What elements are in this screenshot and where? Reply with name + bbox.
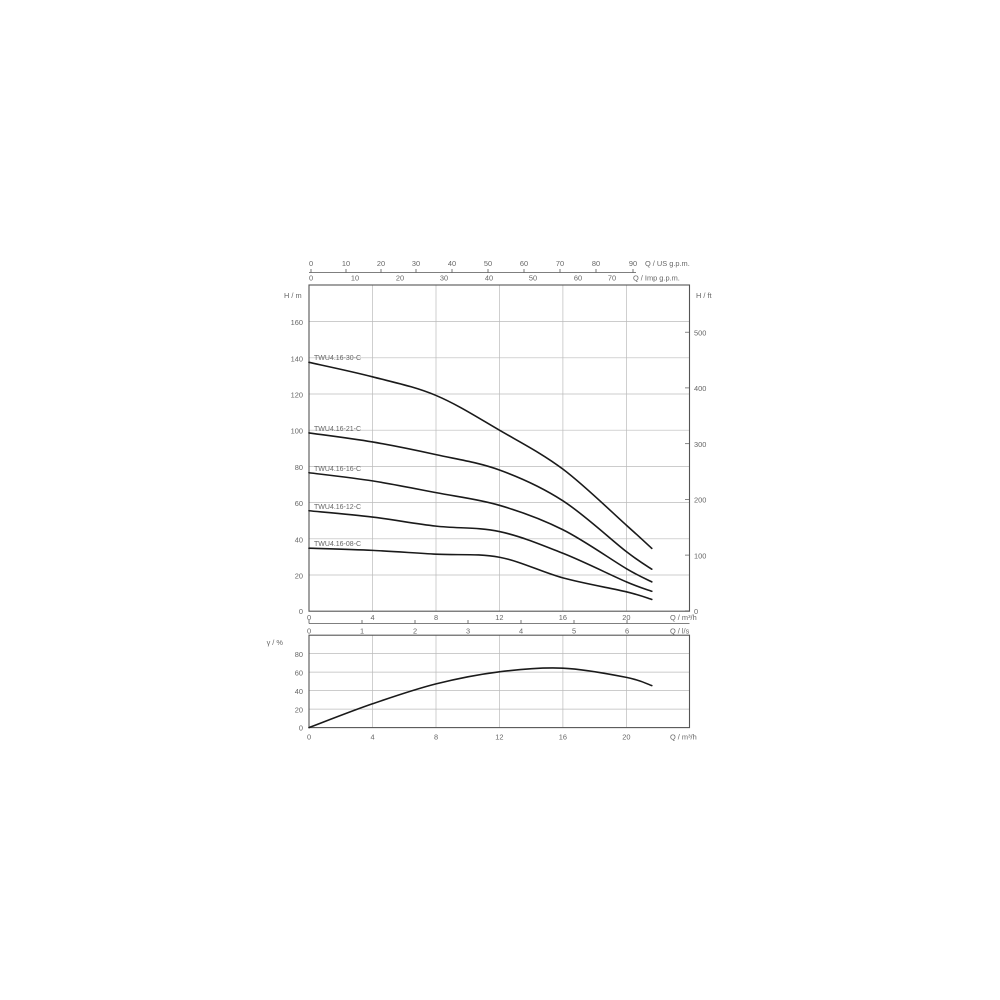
svg-text:0: 0: [299, 724, 303, 733]
svg-text:200: 200: [694, 496, 706, 505]
svg-text:50: 50: [484, 259, 492, 268]
svg-text:70: 70: [556, 259, 564, 268]
svg-text:2: 2: [413, 627, 417, 636]
svg-text:Q / Imp g.p.m.: Q / Imp g.p.m.: [633, 274, 680, 283]
svg-text:20: 20: [622, 613, 630, 622]
svg-text:3: 3: [466, 627, 470, 636]
svg-text:100: 100: [694, 551, 706, 560]
svg-text:γ / %: γ / %: [267, 638, 284, 647]
svg-text:10: 10: [351, 274, 359, 283]
svg-text:0: 0: [307, 733, 311, 742]
svg-text:0: 0: [307, 627, 311, 636]
svg-text:12: 12: [495, 613, 503, 622]
svg-text:5: 5: [572, 627, 576, 636]
svg-text:Q / l/s: Q / l/s: [670, 627, 690, 636]
svg-text:160: 160: [291, 318, 303, 327]
svg-text:140: 140: [291, 354, 303, 363]
svg-text:500: 500: [694, 329, 706, 338]
svg-text:0: 0: [309, 274, 313, 283]
svg-text:40: 40: [295, 687, 303, 696]
svg-text:80: 80: [592, 259, 600, 268]
svg-text:H / ft: H / ft: [696, 291, 712, 300]
svg-text:4: 4: [370, 613, 374, 622]
svg-text:90: 90: [629, 259, 637, 268]
svg-text:20: 20: [396, 274, 404, 283]
svg-text:400: 400: [694, 384, 706, 393]
svg-text:4: 4: [519, 627, 523, 636]
svg-text:0: 0: [309, 259, 313, 268]
svg-text:60: 60: [574, 274, 582, 283]
svg-text:Q / m³/h: Q / m³/h: [670, 613, 697, 622]
svg-text:20: 20: [295, 572, 303, 581]
svg-text:50: 50: [529, 274, 537, 283]
svg-text:60: 60: [520, 259, 528, 268]
svg-text:80: 80: [295, 463, 303, 472]
svg-text:6: 6: [625, 627, 629, 636]
svg-text:4: 4: [370, 733, 374, 742]
svg-text:H / m: H / m: [284, 291, 302, 300]
svg-text:8: 8: [434, 613, 438, 622]
svg-text:300: 300: [694, 440, 706, 449]
svg-text:TWU4.16-21-C: TWU4.16-21-C: [314, 426, 361, 433]
svg-text:20: 20: [377, 259, 385, 268]
svg-text:10: 10: [342, 259, 350, 268]
svg-text:12: 12: [495, 733, 503, 742]
svg-text:70: 70: [608, 274, 616, 283]
svg-text:16: 16: [559, 733, 567, 742]
svg-text:40: 40: [448, 259, 456, 268]
svg-text:Q / US g.p.m.: Q / US g.p.m.: [645, 259, 690, 268]
svg-text:TWU4.16-16-C: TWU4.16-16-C: [314, 466, 361, 473]
svg-text:20: 20: [622, 733, 630, 742]
svg-text:0: 0: [299, 607, 303, 616]
svg-text:Q / m³/h: Q / m³/h: [670, 733, 697, 742]
svg-text:30: 30: [412, 259, 420, 268]
svg-text:30: 30: [440, 274, 448, 283]
svg-text:20: 20: [295, 706, 303, 715]
svg-text:TWU4.16-30-C: TWU4.16-30-C: [314, 355, 361, 362]
svg-text:60: 60: [295, 669, 303, 678]
svg-text:8: 8: [434, 733, 438, 742]
svg-text:TWU4.16-08-C: TWU4.16-08-C: [314, 541, 361, 548]
svg-text:60: 60: [295, 499, 303, 508]
svg-text:40: 40: [295, 535, 303, 544]
svg-text:120: 120: [291, 391, 303, 400]
svg-text:80: 80: [295, 650, 303, 659]
svg-text:16: 16: [559, 613, 567, 622]
svg-text:100: 100: [291, 427, 303, 436]
svg-text:TWU4.16-12-C: TWU4.16-12-C: [314, 504, 361, 511]
svg-text:40: 40: [485, 274, 493, 283]
svg-text:1: 1: [360, 627, 364, 636]
